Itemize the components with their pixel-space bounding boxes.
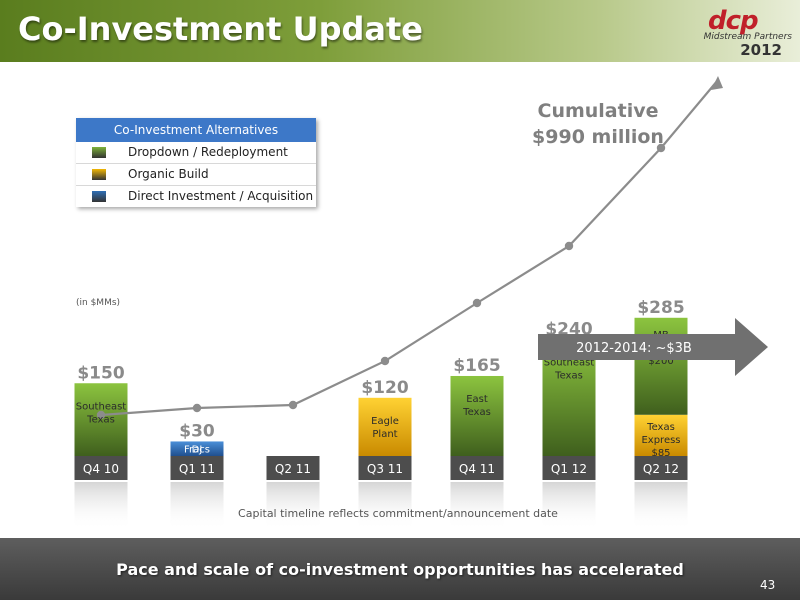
category-label: Q1 11 [179, 462, 215, 476]
cumulative-point [564, 241, 574, 251]
legend: Co-Investment Alternatives Dropdown / Re… [76, 118, 316, 207]
segment-label: Texas [554, 371, 583, 382]
bar-reflection [266, 482, 320, 530]
category-label: Q1 12 [551, 462, 587, 476]
segment-label: $85 [651, 448, 670, 459]
cumulative-point [192, 403, 202, 413]
legend-item-direct-investment: Direct Investment / Acquisition [76, 186, 316, 207]
bar-total-label: $30 [179, 421, 215, 441]
unit-note: (in $MMs) [76, 298, 120, 308]
bar-reflection [542, 482, 596, 530]
legend-swatch [92, 169, 106, 180]
legend-item-dropdown: Dropdown / Redeployment [76, 142, 316, 164]
segment-label: Texas [86, 414, 115, 425]
bar-reflection [358, 482, 412, 530]
cumulative-point [96, 410, 106, 420]
bar-segment [170, 441, 224, 456]
bar-reflection [450, 482, 504, 530]
category-tab [450, 456, 504, 480]
bar-segment [634, 414, 688, 456]
cumulative-label-line-1: Cumulative [538, 100, 659, 122]
legend-label: Direct Investment / Acquisition [128, 189, 314, 203]
legend-item-organic-build: Organic Build [76, 164, 316, 186]
legend-swatch [92, 147, 106, 158]
segment-label: DJ [192, 445, 203, 456]
segment-label: East [466, 394, 488, 405]
cumulative-point [472, 298, 482, 308]
footer-banner: Pace and scale of co-investment opportun… [0, 538, 800, 600]
segment-label: Texas [462, 407, 491, 418]
category-tab [266, 456, 320, 480]
category-label: Q4 11 [459, 462, 495, 476]
bar-segment [358, 397, 412, 456]
segment-label: $200 [648, 356, 673, 367]
bar-total-label: $165 [453, 356, 500, 376]
bar-total-label: $150 [77, 363, 124, 383]
legend-swatch [92, 191, 106, 202]
segment-label: Plant [372, 429, 397, 440]
company-logo: dcp Midstream Partners 2012 [690, 6, 795, 59]
segment-label: Eagle [371, 416, 399, 427]
cumulative-line [100, 79, 719, 417]
category-tab [74, 456, 128, 480]
bar-total-label: $285 [637, 298, 684, 318]
segment-label: Express [641, 435, 680, 446]
segment-label: Southeast [76, 401, 127, 412]
bar-segment [450, 375, 504, 456]
category-tab [542, 456, 596, 480]
logo-year: 2012 [740, 41, 782, 59]
cumulative-label-line-2: $990 million [532, 126, 664, 148]
page-number: 43 [760, 578, 776, 592]
category-label: Q4 10 [83, 462, 119, 476]
category-label: Q3 11 [367, 462, 403, 476]
bar-total-label: $120 [361, 378, 408, 398]
future-arrow-label: 2012-2014: ~$3B [576, 341, 692, 356]
header-banner: Co-Investment Update dcp Midstream Partn… [0, 0, 800, 62]
bar-segment [74, 383, 128, 456]
cumulative-arrowhead [711, 76, 723, 90]
legend-label: Organic Build [128, 167, 209, 181]
category-tab [170, 456, 224, 480]
bar-segment [634, 317, 688, 415]
future-arrow [538, 318, 768, 376]
category-label: Q2 12 [643, 462, 679, 476]
bar-reflection [74, 482, 128, 530]
segment-label: Texas [646, 422, 675, 433]
logo-subtitle: Midstream Partners [703, 32, 792, 42]
bar-reflection [170, 482, 224, 530]
footer-message: Pace and scale of co-investment opportun… [116, 560, 684, 579]
category-label: Q2 11 [275, 462, 311, 476]
logo-mark: dcp [708, 6, 759, 36]
segment-label: Fracs [184, 445, 210, 456]
legend-title: Co-Investment Alternatives [76, 118, 316, 142]
segment-label: Southeast [544, 358, 595, 369]
cumulative-point [288, 400, 298, 410]
cumulative-point [656, 143, 666, 153]
page-title: Co-Investment Update [18, 10, 423, 48]
cumulative-point [380, 356, 390, 366]
bar-reflection [634, 482, 688, 530]
timeline-note: Capital timeline reflects commitment/ann… [238, 507, 558, 520]
legend-label: Dropdown / Redeployment [128, 145, 288, 159]
category-tab [358, 456, 412, 480]
category-tab [634, 456, 688, 480]
